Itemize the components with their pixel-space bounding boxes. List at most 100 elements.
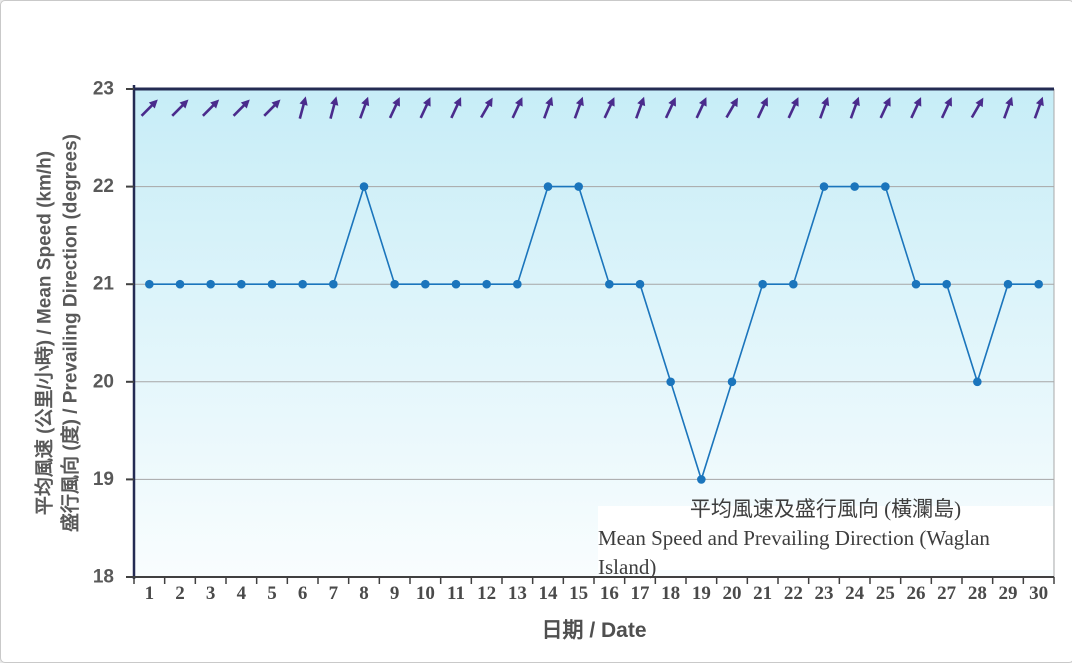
data-point [697,475,706,484]
y-tick-label: 18 [93,567,114,588]
data-point [881,182,890,191]
x-tick-label: 8 [359,583,369,604]
x-tick-label: 24 [845,583,865,604]
direction-arrow [543,96,554,119]
data-point [942,279,951,289]
direction-arrow [140,99,158,117]
y-axis-title: 平均風速 (公里/小時) / Mean Speed (km/h) 盛行風向 (度… [32,134,83,532]
data-point [605,279,614,289]
data-point [789,279,798,289]
x-tick-label: 9 [390,583,400,604]
data-point [543,182,553,191]
x-tick-label: 21 [753,583,772,604]
mean-speed-line [149,183,1039,483]
x-tick-label: 28 [968,583,987,604]
data-point [513,279,522,289]
direction-arrow [819,96,830,119]
data-point [973,377,982,387]
data-point [1003,279,1013,289]
x-tick-label: 14 [539,583,559,604]
x-tick-label: 3 [206,583,216,604]
data-point [175,279,185,289]
data-point [482,279,491,289]
direction-arrow [725,97,738,119]
x-tick-label: 25 [876,583,895,604]
x-tick-label: 5 [267,583,277,604]
direction-arrow [419,97,431,119]
direction-arrow [695,97,707,119]
data-point [911,279,921,289]
x-tick-label: 12 [477,583,496,604]
x-tick-label: 22 [784,583,803,604]
direction-arrow [573,96,584,119]
plot-area [134,89,1054,577]
x-tick-label: 10 [416,583,435,604]
data-point [819,182,829,191]
direction-arrow [603,97,615,119]
direction-arrow [664,97,676,119]
x-tick-label: 20 [723,583,742,604]
data-point [850,182,859,191]
data-point [237,279,246,289]
y-tick-label: 20 [93,371,114,392]
direction-arrow [849,96,860,119]
data-point [267,279,277,289]
x-tick-label: 7 [329,583,339,604]
direction-arrow [1003,96,1014,119]
y-axis-title-line1: 平均風速 (公里/小時) / Mean Speed (km/h) [34,150,56,516]
chart-title-chinese: 平均風速及盛行風向 (橫瀾島) [689,496,962,521]
direction-arrow [171,99,189,117]
y-axis-title-line2: 盛行風向 (度) / Prevailing Direction (degrees… [60,133,81,533]
data-point [574,182,583,191]
direction-arrow [298,96,308,119]
y-tick-label: 22 [93,176,114,197]
data-point [298,279,307,289]
chart-title-box: 平均風速及盛行風向 (橫瀾島) Mean Speed and Prevailin… [598,497,1053,579]
direction-arrow [635,96,646,119]
data-point [666,377,675,387]
data-point [359,182,369,191]
direction-arrow [388,97,400,119]
direction-arrow [263,99,281,117]
x-tick-label: 17 [631,583,651,604]
chart-title-english: Mean Speed and Prevailing Direction (Wag… [598,526,990,579]
x-tick-label: 13 [508,583,527,604]
direction-arrow [201,99,220,117]
direction-arrow [359,96,370,119]
data-point [145,279,154,289]
direction-arrow [970,97,984,119]
x-tick-label: 30 [1029,583,1048,604]
x-tick-label: 27 [937,583,957,604]
x-tick-label: 4 [237,583,247,604]
x-tick-label: 15 [569,583,588,604]
y-tick-label: 23 [93,79,114,100]
x-tick-label: 16 [600,583,619,604]
data-point [758,279,767,289]
direction-arrow [329,96,339,119]
direction-arrow [756,97,768,119]
data-point [421,279,430,289]
direction-arrow [879,97,891,119]
x-tick-label: 1 [145,583,155,604]
data-point [329,279,338,289]
direction-arrow [940,97,952,119]
x-tick-label: 23 [815,583,834,604]
direction-arrow [480,97,493,119]
y-tick-label: 21 [93,274,115,295]
x-tick-label: 6 [298,583,308,604]
data-point [390,279,399,289]
x-tick-label: 26 [907,583,926,604]
direction-arrow [450,97,462,119]
x-tick-label: 18 [661,583,680,604]
direction-arrow [232,99,250,117]
x-tick-label: 29 [999,583,1018,604]
direction-arrow [511,97,523,119]
x-tick-label: 11 [447,583,465,604]
data-point [727,377,737,387]
y-tick-label: 19 [93,469,114,490]
x-tick-label: 2 [175,583,185,604]
x-tick-label: 19 [692,583,711,604]
direction-arrow [787,97,799,119]
